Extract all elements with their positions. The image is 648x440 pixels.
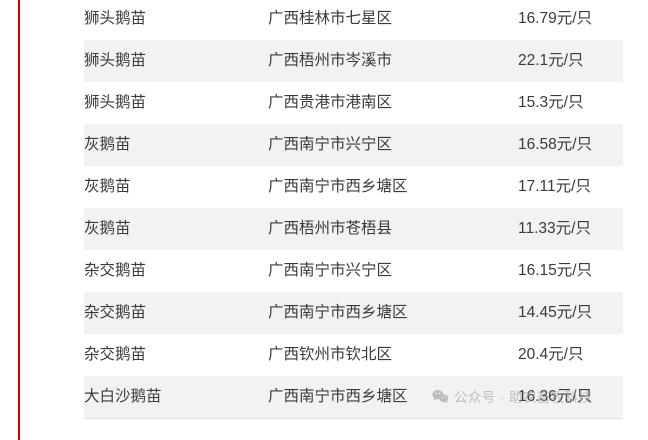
cell-region: 广西梧州市苍梧县 [268,220,393,237]
cell-breed: 大白沙鹅苗 [84,388,162,405]
cell-breed: 灰鹅苗 [84,220,131,237]
cell-price: 22.1元/只 [518,52,584,69]
cell-price: 11.33元/只 [518,220,591,237]
cell-region: 广西钦州市钦北区 [268,346,393,363]
price-table-body: 狮头鹅苗 广西桂林市七星区 16.79元/只 狮头鹅苗 广西梧州市岑溪市 22.… [84,0,623,418]
table-row[interactable]: 大白沙鹅苗 广西南宁市西乡塘区 16.36元/只 [84,376,623,418]
table-row[interactable]: 灰鹅苗 广西南宁市兴宁区 16.58元/只 [84,124,623,166]
table-row[interactable]: 狮头鹅苗 广西贵港市港南区 15.3元/只 [84,82,623,124]
cell-region: 广西南宁市西乡塘区 [268,388,408,405]
cell-region: 广西梧州市岑溪市 [268,52,393,69]
cell-breed: 杂交鹅苗 [84,346,147,363]
table-row[interactable]: 杂交鹅苗 广西南宁市西乡塘区 14.45元/只 [84,292,623,334]
cell-breed: 灰鹅苗 [84,136,131,153]
goose-price-table: 狮头鹅苗 广西桂林市七星区 16.79元/只 狮头鹅苗 广西梧州市岑溪市 22.… [84,0,623,418]
cell-region: 广西南宁市西乡塘区 [268,178,408,195]
table-row[interactable]: 杂交鹅苗 广西南宁市兴宁区 16.15元/只 [84,250,623,292]
table-row[interactable]: 灰鹅苗 广西梧州市苍梧县 11.33元/只 [84,208,623,250]
table-row[interactable]: 狮头鹅苗 广西桂林市七星区 16.79元/只 [84,0,623,40]
cell-price: 16.79元/只 [518,10,593,27]
cell-breed: 杂交鹅苗 [84,262,147,279]
cell-breed: 灰鹅苗 [84,178,131,195]
cell-price: 14.45元/只 [518,304,593,321]
left-accent-rule [18,0,20,440]
cell-region: 广西桂林市七星区 [268,10,393,27]
cell-price: 16.58元/只 [518,136,593,153]
cell-price: 15.3元/只 [518,94,584,111]
cell-price: 17.11元/只 [518,178,591,195]
cell-breed: 狮头鹅苗 [84,94,147,111]
cell-breed: 杂交鹅苗 [84,304,147,321]
table-row[interactable]: 狮头鹅苗 广西梧州市岑溪市 22.1元/只 [84,40,623,82]
cell-region: 广西南宁市西乡塘区 [268,304,408,321]
cell-price: 16.15元/只 [518,262,593,279]
table-bottom-divider [84,418,623,419]
cell-region: 广西南宁市兴宁区 [268,136,393,153]
cell-region: 广西南宁市兴宁区 [268,262,393,279]
cell-price: 20.4元/只 [518,346,584,363]
cell-region: 广西贵港市港南区 [268,94,393,111]
cell-breed: 狮头鹅苗 [84,10,147,27]
cell-price: 16.36元/只 [518,388,593,405]
table-row[interactable]: 杂交鹅苗 广西钦州市钦北区 20.4元/只 [84,334,623,376]
cell-breed: 狮头鹅苗 [84,52,147,69]
table-row[interactable]: 灰鹅苗 广西南宁市西乡塘区 17.11元/只 [84,166,623,208]
